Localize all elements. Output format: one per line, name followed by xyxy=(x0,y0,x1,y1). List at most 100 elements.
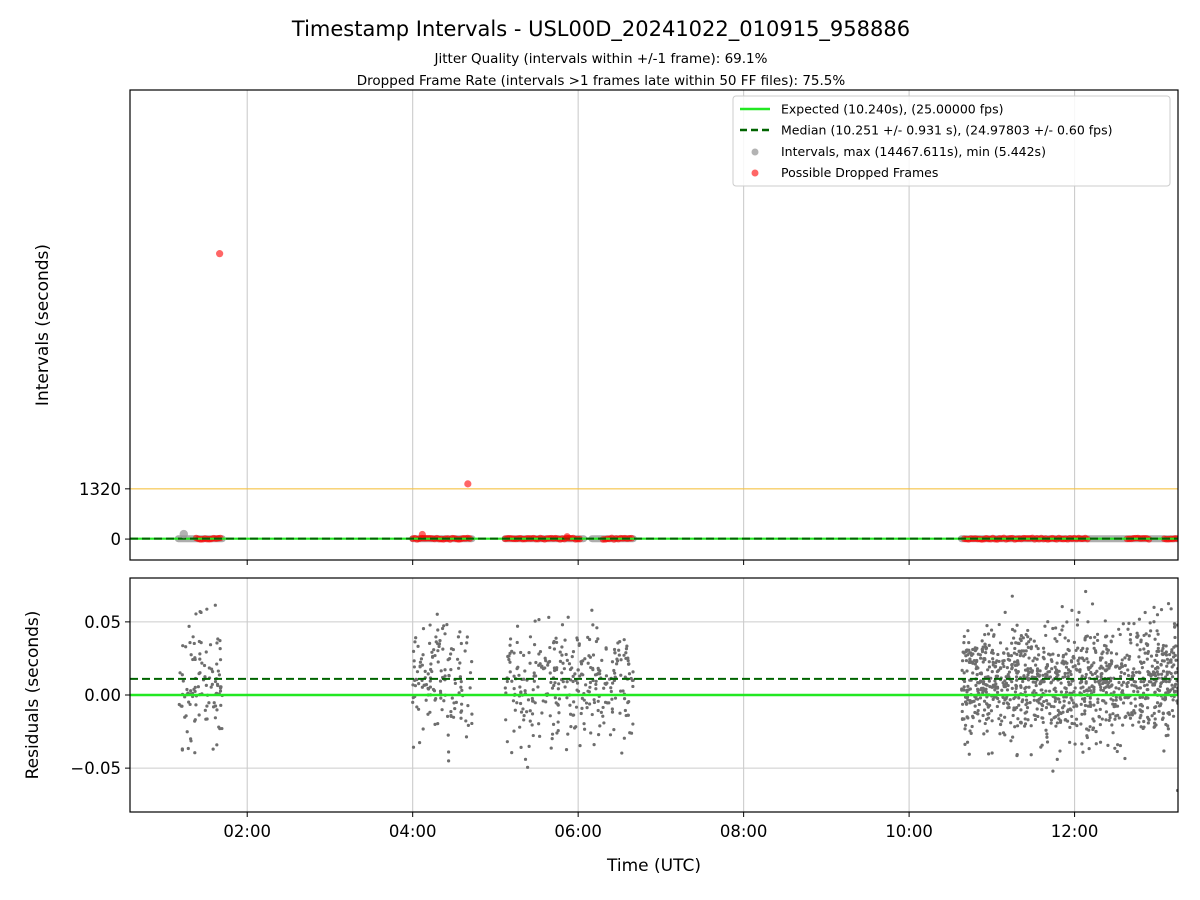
residual-point xyxy=(204,683,208,688)
residual-point xyxy=(1052,705,1056,709)
residual-point xyxy=(619,689,623,693)
residual-point xyxy=(619,673,623,677)
residual-point xyxy=(1142,684,1147,688)
residual-point xyxy=(1033,680,1038,685)
residual-point xyxy=(1165,657,1170,661)
residual-point xyxy=(1080,712,1084,716)
residual-point xyxy=(1121,723,1125,727)
residual-point xyxy=(216,637,220,641)
residual-point xyxy=(1123,756,1127,761)
residual-point xyxy=(1024,633,1028,637)
residual-point xyxy=(1050,659,1054,664)
residual-point xyxy=(974,696,978,701)
residual-point xyxy=(613,675,617,679)
residual-point xyxy=(1075,668,1079,672)
residual-point xyxy=(1133,711,1137,715)
residual-point xyxy=(447,673,451,678)
residual-point xyxy=(584,701,589,705)
residual-point xyxy=(1137,720,1141,724)
residual-point xyxy=(519,745,523,749)
residual-point xyxy=(1026,628,1030,633)
residual-point xyxy=(1146,651,1150,655)
residual-point xyxy=(993,664,998,669)
residual-point xyxy=(1032,689,1036,693)
residual-point xyxy=(1017,703,1021,707)
residual-point xyxy=(558,650,562,654)
residual-point xyxy=(986,703,990,707)
residual-point xyxy=(1156,649,1161,653)
residual-point xyxy=(550,732,555,736)
residual-point xyxy=(1108,664,1112,668)
residual-point xyxy=(627,672,632,676)
residual-point xyxy=(1157,689,1162,693)
residual-point xyxy=(624,713,628,718)
residual-point xyxy=(430,650,434,654)
residual-point xyxy=(977,702,981,707)
residual-point xyxy=(1002,651,1006,655)
residual-point xyxy=(457,666,461,670)
residual-point xyxy=(1066,708,1070,712)
dropped-outlier-point xyxy=(464,480,472,488)
residual-point xyxy=(512,687,516,691)
x-tick-label: 02:00 xyxy=(223,822,271,841)
residual-point xyxy=(1139,640,1143,644)
residual-point xyxy=(426,672,430,676)
residual-point xyxy=(962,671,966,675)
residual-point xyxy=(1010,594,1014,598)
residual-point xyxy=(597,668,601,672)
residual-point xyxy=(588,680,593,685)
residual-point xyxy=(987,660,991,664)
residual-point xyxy=(1074,717,1079,721)
residual-point xyxy=(1047,652,1051,656)
residual-point xyxy=(558,659,563,663)
residual-point xyxy=(1088,700,1092,704)
residual-point xyxy=(523,757,528,761)
residual-point xyxy=(997,700,1001,704)
residual-point xyxy=(419,657,424,661)
residual-point xyxy=(215,743,219,747)
residual-point xyxy=(1084,634,1088,639)
residual-point xyxy=(1074,648,1078,653)
residual-point xyxy=(1022,675,1026,679)
residual-point xyxy=(1038,669,1042,673)
residual-point xyxy=(1057,710,1062,715)
residual-point xyxy=(1065,661,1069,665)
residual-point xyxy=(431,687,436,692)
residual-point xyxy=(1080,742,1084,746)
residual-point xyxy=(1138,660,1143,664)
residual-point xyxy=(1055,721,1060,725)
residual-point xyxy=(1019,634,1023,638)
residual-point xyxy=(519,690,523,695)
x-axis-label: Time (UTC) xyxy=(606,856,701,876)
residual-point xyxy=(1071,655,1075,659)
residual-point xyxy=(625,644,629,648)
residual-point xyxy=(1056,713,1060,717)
residual-point xyxy=(574,725,578,729)
residual-point xyxy=(1059,681,1063,685)
residual-point xyxy=(1038,697,1042,701)
x-tick-label: 10:00 xyxy=(885,822,933,841)
residual-point xyxy=(621,689,625,693)
residual-point xyxy=(1019,685,1023,689)
residual-point xyxy=(587,637,592,642)
residual-point xyxy=(560,653,564,657)
residual-point xyxy=(592,700,597,705)
residual-point xyxy=(624,647,629,651)
residual-point xyxy=(596,733,601,737)
residual-point xyxy=(1055,639,1059,643)
residual-point xyxy=(1037,673,1041,677)
residual-point xyxy=(1161,711,1165,716)
residual-point xyxy=(987,752,991,756)
residual-point xyxy=(983,721,987,726)
residual-point xyxy=(1126,668,1130,672)
residual-point xyxy=(966,629,970,633)
residual-point xyxy=(568,712,573,716)
residual-point xyxy=(449,709,453,714)
residual-point xyxy=(965,688,969,692)
residual-point xyxy=(537,663,541,667)
residual-point xyxy=(527,744,531,748)
residual-point xyxy=(626,701,630,705)
residual-point xyxy=(1023,686,1027,691)
intervals-y-tick-label: 1320 xyxy=(79,480,121,499)
residual-point xyxy=(536,685,540,689)
